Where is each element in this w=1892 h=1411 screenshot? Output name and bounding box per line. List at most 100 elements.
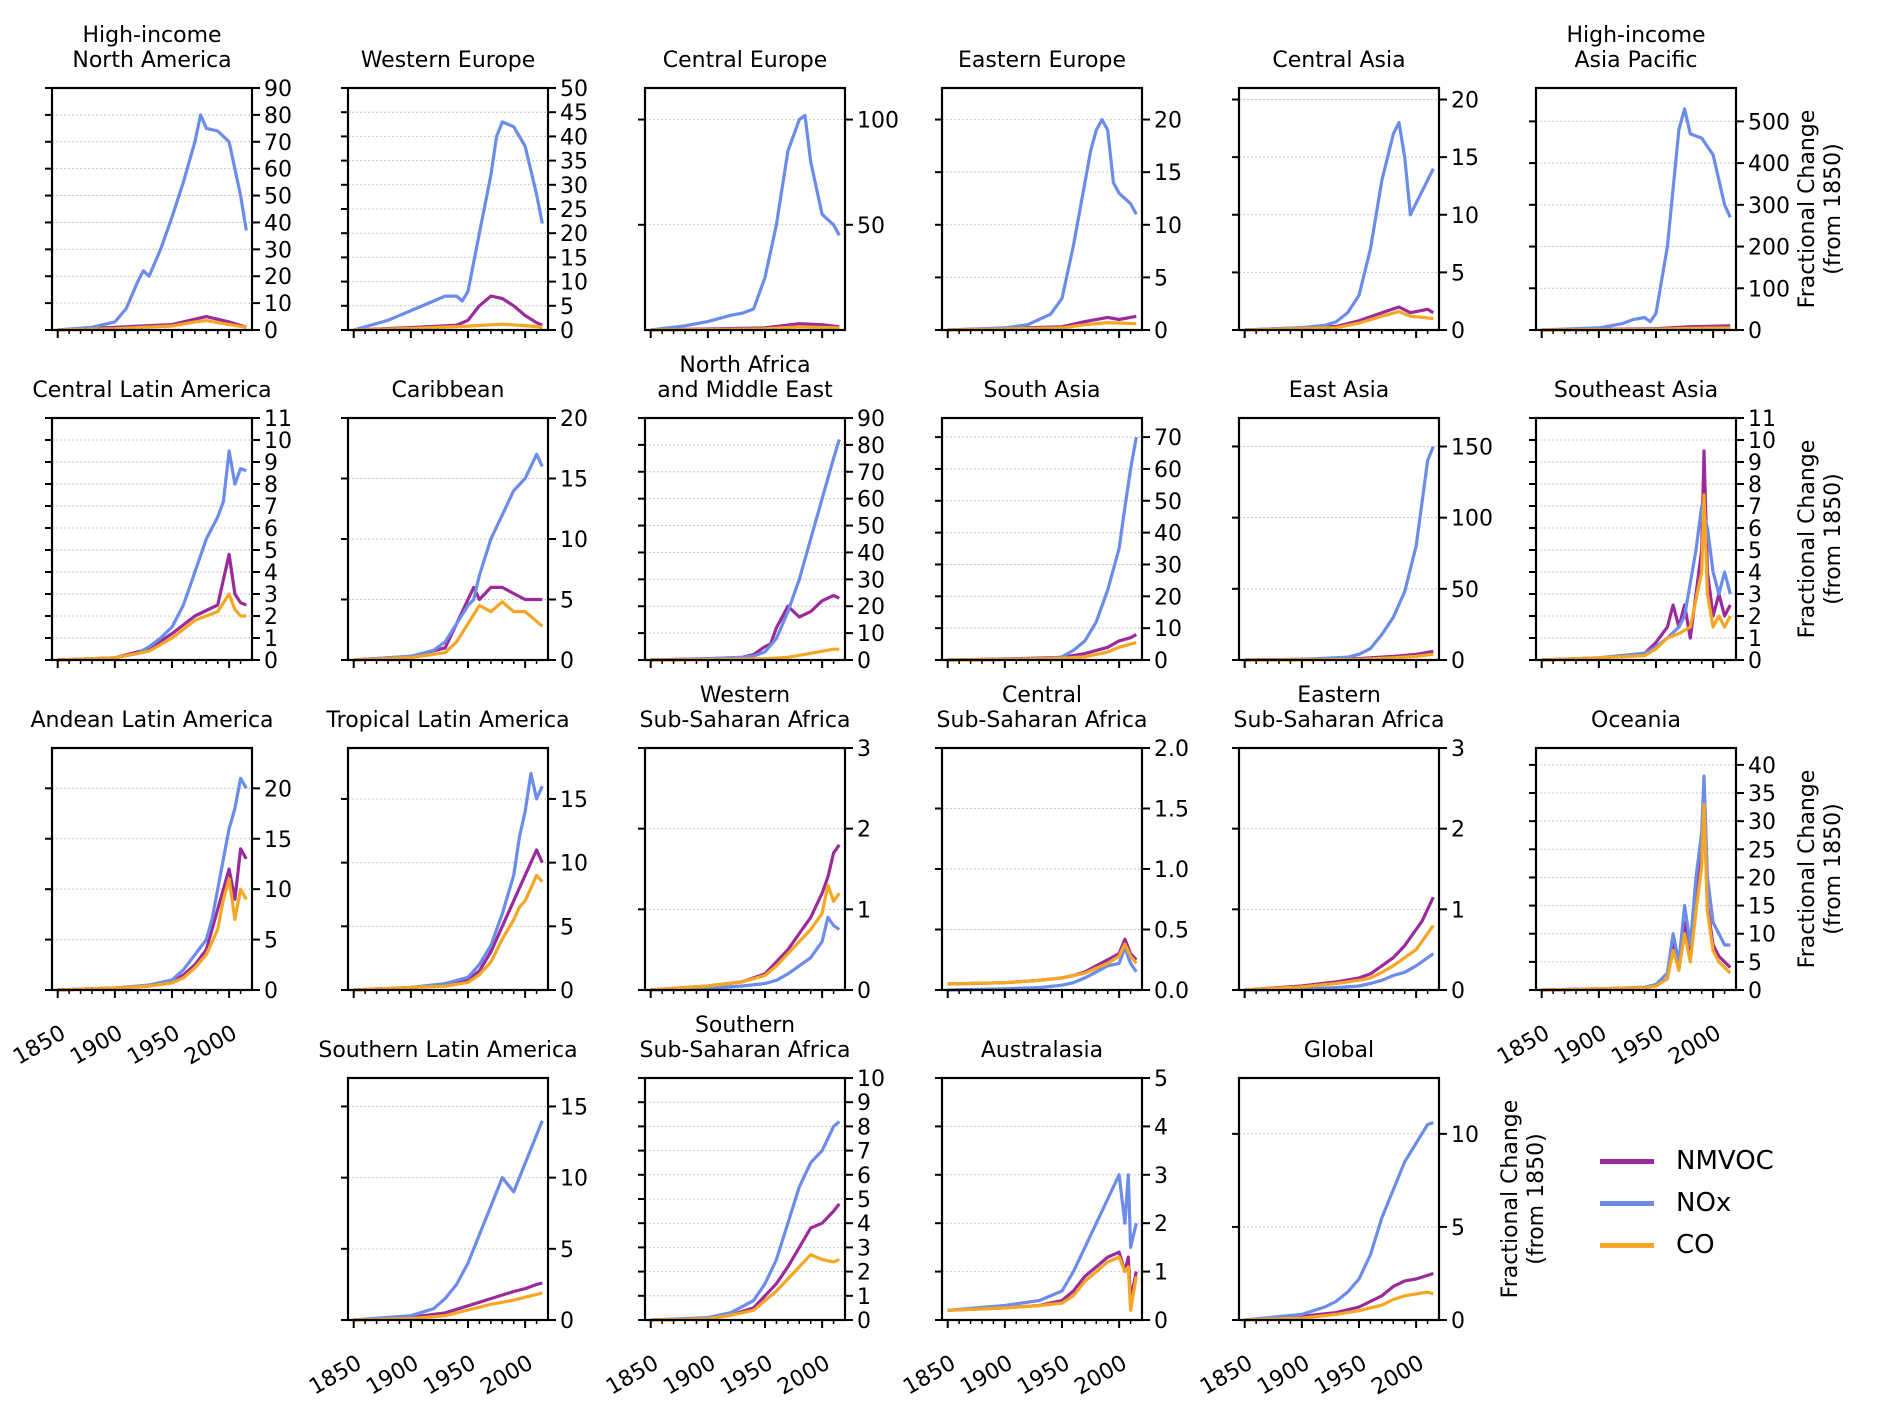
- series-line-nox: [1541, 504, 1732, 662]
- series-line-nox: [650, 113, 841, 332]
- panel-title-line2: Asia Pacific: [1574, 48, 1697, 73]
- ytick-label: 35: [1748, 782, 1776, 807]
- series-line-co: [57, 877, 248, 992]
- ylabel-line1: Fractional Change: [1498, 1100, 1523, 1299]
- ytick-label: 3: [857, 737, 871, 762]
- xtick-label: 1850: [9, 1021, 70, 1071]
- ytick-label: 6: [264, 517, 278, 542]
- ytick-label: 200: [1748, 236, 1790, 261]
- series-line-nox: [1244, 120, 1435, 332]
- panel-title-line1: Eastern: [1297, 683, 1381, 708]
- ytick-label: 9: [857, 1091, 871, 1116]
- ytick-label: 10: [264, 878, 292, 903]
- panel-title-line1: Southern: [695, 1013, 795, 1038]
- ytick-label: 2: [1451, 818, 1465, 843]
- ylabel-line2: (from 1850): [1821, 473, 1846, 604]
- ytick-label: 60: [857, 488, 885, 513]
- ytick-label: 5: [1451, 1216, 1465, 1241]
- series-line-nmvoc: [947, 633, 1138, 662]
- panel-3: 0 5 10 15 20 Eastern Europe: [935, 48, 1182, 344]
- ytick-label: 0: [560, 979, 574, 1004]
- ytick-label: 10: [1154, 214, 1182, 239]
- series-line-co: [650, 1253, 840, 1322]
- series-line-co: [650, 647, 840, 662]
- ytick-label: 7: [1748, 495, 1762, 520]
- ytick-label: 5: [1748, 951, 1762, 976]
- xtick-label: 1900: [1253, 1351, 1314, 1401]
- ytick-label: 10: [560, 271, 588, 296]
- axes-frame: [940, 1076, 1144, 1322]
- panel-title-line2: Central Latin America: [32, 378, 271, 403]
- ytick-label: 0: [1748, 649, 1762, 674]
- ytick-label: 10: [857, 622, 885, 647]
- series-line-nox: [1244, 952, 1435, 992]
- axes-frame: [1237, 416, 1441, 662]
- ytick-label: 1: [1451, 898, 1465, 923]
- series-line-nox: [353, 1120, 544, 1322]
- ytick-label: 500: [1748, 110, 1790, 135]
- axes-frame: [643, 86, 847, 332]
- xtick-label: 2000: [1368, 1351, 1429, 1401]
- series-line-co: [947, 942, 1138, 986]
- ytick-label: 2: [857, 1261, 871, 1286]
- panel-4: 0 5 10 15 20 Central Asia: [1232, 48, 1479, 344]
- ytick-label: 0: [1154, 319, 1168, 344]
- ylabel-line2: (from 1850): [1821, 143, 1846, 274]
- series-line-co: [947, 321, 1137, 332]
- ytick-label: 70: [1154, 426, 1182, 451]
- ytick-label: 100: [1748, 277, 1790, 302]
- xtick-label: 1950: [1013, 1351, 1074, 1401]
- ytick-label: 5: [1748, 539, 1762, 564]
- ytick-label: 0: [264, 319, 278, 344]
- ytick-label: 11: [264, 407, 292, 432]
- ytick-label: 5: [1451, 261, 1465, 286]
- ytick-label: 0: [560, 319, 574, 344]
- ytick-label: 10: [1154, 617, 1182, 642]
- xtick-label: 1950: [716, 1351, 777, 1401]
- ytick-label: 9: [1748, 451, 1762, 476]
- series-line-nmvoc: [353, 1281, 543, 1322]
- panel-title-line2: Western Europe: [361, 48, 536, 73]
- ytick-label: 10: [560, 852, 588, 877]
- ytick-label: 60: [1154, 458, 1182, 483]
- ytick-label: 6: [1748, 517, 1762, 542]
- ytick-label: 5: [1154, 1067, 1168, 1092]
- ytick-label: 0: [1154, 1309, 1168, 1334]
- series-line-nox: [1541, 774, 1731, 992]
- legend-label-co: CO: [1676, 1230, 1715, 1260]
- xtick-label: 2000: [1071, 1351, 1132, 1401]
- xtick-label: 1850: [899, 1351, 960, 1401]
- series-line-nox: [650, 439, 841, 662]
- ytick-label: 0: [857, 649, 871, 674]
- ytick-label: 20: [1154, 585, 1182, 610]
- ytick-label: 0: [1154, 649, 1168, 674]
- series-line-nox: [353, 771, 544, 992]
- ytick-label: 4: [1748, 561, 1762, 586]
- series-line-nox: [1541, 107, 1732, 332]
- ytick-label: 0: [560, 649, 574, 674]
- ytick-label: 1: [857, 898, 871, 923]
- ytick-label: 4: [264, 561, 278, 586]
- ytick-label: 10: [1748, 923, 1776, 948]
- axes-frame: [940, 416, 1144, 662]
- legend-swatch-co: [1600, 1242, 1654, 1248]
- ytick-label: 30: [1154, 553, 1182, 578]
- ytick-label: 2.0: [1154, 737, 1189, 762]
- panel-title-line1: North Africa: [679, 353, 810, 378]
- ytick-label: 1: [857, 1285, 871, 1310]
- xtick-label: 2000: [774, 1351, 835, 1401]
- ytick-label: 90: [264, 77, 292, 102]
- series-line-co: [353, 873, 544, 992]
- ytick-label: 5: [264, 929, 278, 954]
- series-line-nmvoc: [1244, 896, 1435, 992]
- ytick-label: 3: [1748, 583, 1762, 608]
- ytick-label: 40: [1748, 754, 1776, 779]
- series-line-nox: [57, 449, 247, 662]
